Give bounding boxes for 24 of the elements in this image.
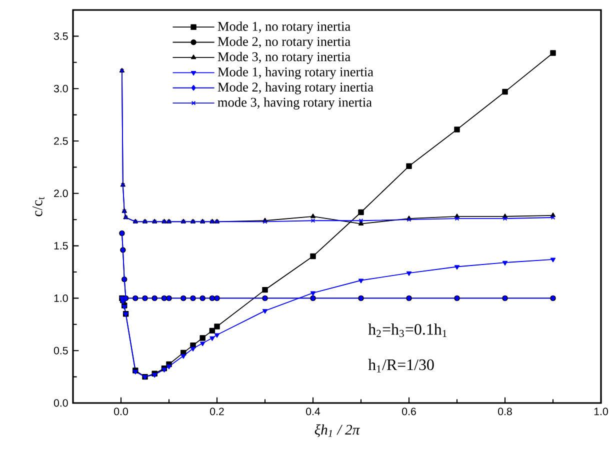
y-axis-title: c/c$_{t}$ [32, 196, 44, 216]
x-tick-label: 0.0 [114, 408, 128, 416]
x-tick-label: 0.8 [498, 408, 512, 416]
legend-label: Mode 1, no rotary inertia [218, 21, 350, 34]
annotation: h$_{2}$=h$_{3}$=0.1h$_{1}$ [368, 324, 447, 338]
y-tick-label: 0.0 [54, 399, 68, 407]
legend-label: Mode 2, having rotary inertia [218, 82, 374, 94]
y-tick-label: 1.5 [54, 242, 68, 250]
y-tick-label: 3.5 [54, 32, 68, 40]
y-tick-label: 0.5 [54, 346, 68, 354]
x-tick-label: 0.6 [402, 408, 416, 416]
legend-label: Mode 1, having rotary inertia [218, 67, 374, 80]
x-axis-title: ξh$_{1}$ / 2π [314, 424, 360, 438]
legend-label: mode 3, having rotary inertia [218, 97, 372, 110]
y-tick-label: 1.0 [54, 294, 68, 302]
x-tick-label: 0.4 [306, 408, 320, 416]
annotation: h$_{1}$/R=1/30 [368, 358, 434, 372]
x-tick-label: 1.0 [594, 408, 608, 416]
y-tick-label: 3.0 [54, 84, 68, 92]
legend-label: Mode 3, no rotary inertia [218, 52, 350, 64]
x-tick-label: 0.2 [210, 408, 224, 416]
y-tick-label: 2.5 [54, 137, 68, 145]
legend-label: Mode 2, no rotary inertia [218, 36, 350, 49]
y-tick-label: 2.0 [54, 190, 68, 198]
